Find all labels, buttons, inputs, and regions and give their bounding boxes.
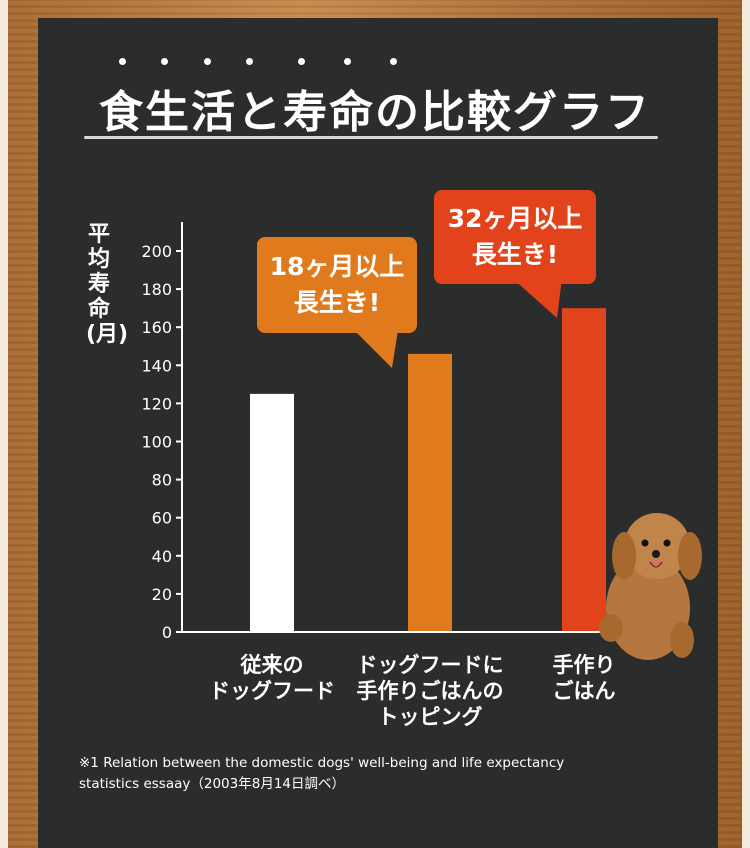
- y-tick-label: 180: [141, 280, 172, 299]
- footnote-line1: ※1 Relation between the domestic dogs' w…: [79, 755, 565, 771]
- x-category-line: ドッグフードに: [356, 653, 504, 677]
- dog-illustration: [599, 513, 702, 660]
- x-category-line: 従来の: [240, 653, 304, 677]
- footnote-line2: statistics essaay（2003年8月14日調べ）: [79, 776, 345, 792]
- callout-pointer: [354, 330, 398, 368]
- x-category-line: 手作り: [552, 653, 616, 677]
- callout-18-months: 18ヶ月以上 長生き!: [257, 237, 417, 333]
- y-tick-label: 80: [152, 471, 172, 490]
- y-tick-label: 120: [141, 394, 172, 413]
- y-tick-label: 200: [141, 242, 172, 261]
- y-tick-label: 40: [152, 547, 172, 566]
- emphasis-dot: [390, 58, 397, 65]
- callout-pointer: [512, 278, 562, 318]
- x-category-line: 手作りごはんの: [356, 679, 504, 703]
- x-category-line: ごはん: [552, 679, 616, 703]
- bar: [408, 353, 452, 632]
- emphasis-dot: [204, 58, 211, 65]
- y-tick-label: 0: [162, 623, 172, 642]
- x-category-label: ドッグフードに 手作りごはんの トッピング: [340, 652, 520, 730]
- callout-line2: 長生き!: [293, 288, 381, 317]
- callout-line2: 長生き!: [471, 240, 559, 269]
- y-tick-label: 140: [141, 356, 172, 375]
- emphasis-dot: [161, 58, 168, 65]
- emphasis-dot: [119, 58, 126, 65]
- x-category-line: ドッグフード: [209, 679, 335, 703]
- callout-line1: 32ヶ月以上: [447, 204, 583, 233]
- callout-line1: 18ヶ月以上: [269, 252, 405, 281]
- title-underline: [84, 136, 658, 139]
- y-tick-label: 160: [141, 318, 172, 337]
- x-category-label: 手作り ごはん: [494, 652, 674, 704]
- emphasis-dot: [344, 58, 351, 65]
- bar: [250, 393, 294, 632]
- callout-32-months: 32ヶ月以上 長生き!: [434, 190, 596, 284]
- bar: [562, 308, 606, 632]
- y-tick-label: 100: [141, 433, 172, 452]
- x-category-line: トッピング: [377, 705, 483, 729]
- footnote: ※1 Relation between the domestic dogs' w…: [79, 753, 679, 795]
- x-category-label: 従来の ドッグフード: [182, 652, 362, 704]
- y-tick-label: 60: [152, 509, 172, 528]
- y-tick-label: 20: [152, 585, 172, 604]
- emphasis-dot: [298, 58, 305, 65]
- emphasis-dot: [246, 58, 253, 65]
- chart-title: 食生活と寿命の比較グラフ: [99, 87, 651, 138]
